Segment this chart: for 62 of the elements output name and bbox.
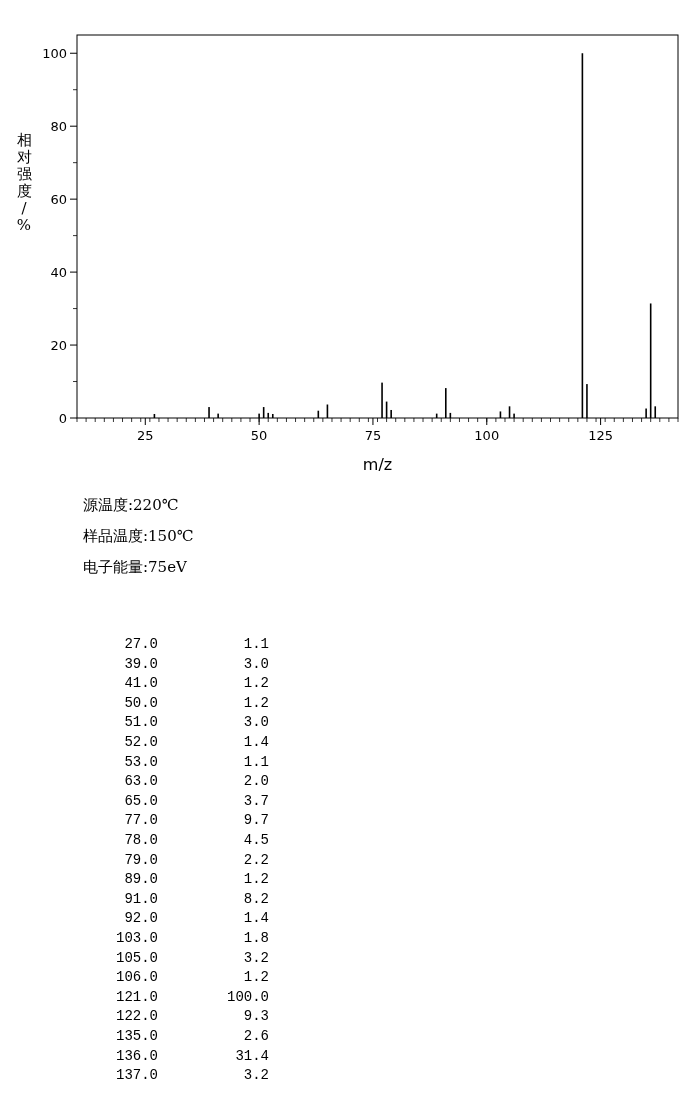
- category-label: 77.0: [124, 812, 158, 829]
- y-tick-label: 20: [50, 338, 67, 354]
- category-label: 65.0: [124, 792, 158, 809]
- category-label: 135.0: [115, 1028, 158, 1044]
- data-label: 3.0: [243, 655, 269, 672]
- category-label: 50.0: [124, 694, 158, 711]
- category-label: 137.0: [115, 1067, 158, 1084]
- data-label: 2.6: [243, 1028, 269, 1044]
- x-axis-title: m/z: [362, 455, 393, 474]
- x-tick-label: 125: [588, 428, 614, 443]
- category-label: 51.0: [124, 714, 158, 731]
- category-label: 106.0: [115, 969, 158, 986]
- data-label: 9.7: [243, 812, 269, 829]
- data-label: 1.1: [243, 753, 269, 770]
- category-label: 103.0: [115, 930, 158, 946]
- data-label: 1.4: [243, 910, 269, 927]
- data-label: 1.2: [243, 871, 269, 888]
- category-label: 78.0: [124, 832, 158, 848]
- text: 样品温度:150℃: [83, 527, 194, 545]
- x-tick-label: 100: [474, 428, 500, 443]
- data-label: 31.4: [235, 1047, 269, 1064]
- data-label: 3.2: [243, 949, 269, 966]
- category-label: 53.0: [124, 753, 158, 770]
- data-label: 3.0: [243, 714, 269, 731]
- y-tick-label: 40: [50, 265, 67, 281]
- data-label: 8.2: [243, 890, 269, 907]
- category-label: 89.0: [124, 871, 158, 888]
- data-label: 1.1: [243, 636, 269, 652]
- ylabel: 相对强度/%: [16, 131, 32, 234]
- y-tick-label: 80: [50, 119, 67, 135]
- y-tick-label: 0: [58, 411, 67, 426]
- data-label: 1.4: [243, 734, 269, 750]
- data-label: 4.5: [243, 832, 269, 848]
- category-label: 41.0: [124, 675, 158, 692]
- data-label: 1.2: [243, 675, 269, 692]
- data-label: 3.7: [243, 792, 269, 809]
- text: 源温度:220℃: [83, 496, 179, 514]
- category-label: 52.0: [124, 734, 158, 750]
- category-label: 39.0: [124, 655, 158, 672]
- data-label: 2.0: [243, 773, 269, 790]
- category-label: 122.0: [115, 1008, 158, 1025]
- category-label: 92.0: [124, 910, 158, 927]
- category-label: 91.0: [124, 890, 158, 907]
- data-label: 9.3: [243, 1008, 269, 1025]
- data-label: 3.2: [243, 1067, 269, 1084]
- data-label: 2.2: [243, 851, 269, 868]
- category-label: 27.0: [124, 636, 158, 652]
- category-label: 105.0: [115, 949, 158, 966]
- category-label: 121.0: [115, 988, 158, 1005]
- x-tick-label: 50: [250, 428, 268, 443]
- data-label: 1.8: [243, 930, 269, 946]
- category-label: 63.0: [124, 773, 158, 790]
- data-label: 100.0: [226, 988, 269, 1005]
- category-label: 136.0: [115, 1047, 158, 1064]
- y-tick-label: 60: [50, 192, 67, 208]
- data-label: 1.2: [243, 969, 269, 986]
- data-label: 1.2: [243, 694, 269, 711]
- category-label: 79.0: [124, 851, 158, 868]
- x-tick-label: 75: [364, 428, 382, 443]
- x-tick-label: 25: [137, 428, 154, 443]
- text: 电子能量:75eV: [83, 558, 189, 576]
- y-tick-label: 100: [42, 46, 67, 62]
